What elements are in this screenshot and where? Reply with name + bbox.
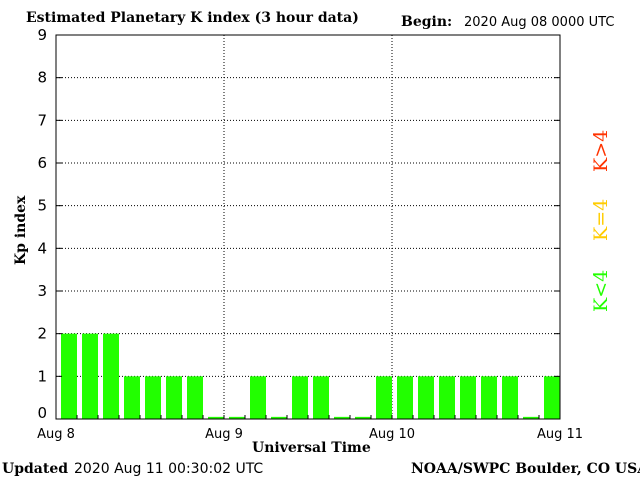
kp-bar <box>250 376 266 419</box>
kp-bar <box>313 376 329 419</box>
tick-labels: 0 1 2 3 4 5 6 7 8 9 Aug 8 Aug 9 Aug 10 Aug 11 <box>37 26 583 442</box>
kp-bar <box>208 416 224 419</box>
kp-bar <box>187 376 203 419</box>
y-tick-label: 2 <box>37 325 47 343</box>
kp-bar <box>502 376 518 419</box>
kp-bar <box>292 376 308 419</box>
updated-label: Updated <box>2 461 69 477</box>
kp-bar <box>397 376 413 419</box>
kp-bar <box>124 376 140 419</box>
x-tick-label: Aug 8 <box>37 427 75 442</box>
y-axis-label: Kp index <box>13 195 29 265</box>
y-tick-label: 5 <box>37 197 47 215</box>
x-tick-label: Aug 9 <box>205 427 243 442</box>
source-credit: NOAA/SWPC Boulder, CO USA <box>411 461 640 477</box>
kp-bar <box>418 376 434 419</box>
grid-lines <box>56 35 560 419</box>
kp-bar <box>481 376 497 419</box>
kp-bar <box>523 416 539 419</box>
y-tick-label: 8 <box>37 69 47 87</box>
begin-value: 2020 Aug 08 0000 UTC <box>464 15 615 30</box>
x-tick-label: Aug 10 <box>369 427 415 442</box>
plot-frame <box>55 34 561 420</box>
y-tick-label: 3 <box>37 282 47 300</box>
y-tick-label: 4 <box>37 239 47 257</box>
kp-bar <box>271 416 287 419</box>
kp-bar <box>334 416 350 419</box>
y-tick-label: 7 <box>37 111 47 129</box>
kp-bar <box>82 333 98 419</box>
updated-value: 2020 Aug 11 00:30:02 UTC <box>74 461 264 477</box>
x-axis-label: Universal Time <box>252 440 371 456</box>
y-tick-label: 0 <box>37 404 47 422</box>
legend-low: K<4 <box>590 269 612 312</box>
y-tick-label: 6 <box>37 154 47 172</box>
kp-bar <box>103 333 119 419</box>
y-tick-label: 1 <box>37 367 47 385</box>
x-tick-label: Aug 11 <box>537 427 583 442</box>
begin-label: Begin: <box>401 14 453 30</box>
kp-bar <box>61 333 77 419</box>
axis-ticks <box>55 34 561 420</box>
chart-title: Estimated Planetary K index (3 hour data… <box>26 10 359 26</box>
bars <box>61 333 560 419</box>
kp-bar <box>544 376 560 419</box>
kp-bar <box>439 376 455 419</box>
kp-bar <box>145 376 161 419</box>
kp-bar <box>229 416 245 419</box>
y-tick-label: 9 <box>37 26 47 44</box>
kp-bar <box>460 376 476 419</box>
kp-bar <box>376 376 392 419</box>
kp-bar <box>166 376 182 419</box>
kp-bar <box>355 416 371 419</box>
